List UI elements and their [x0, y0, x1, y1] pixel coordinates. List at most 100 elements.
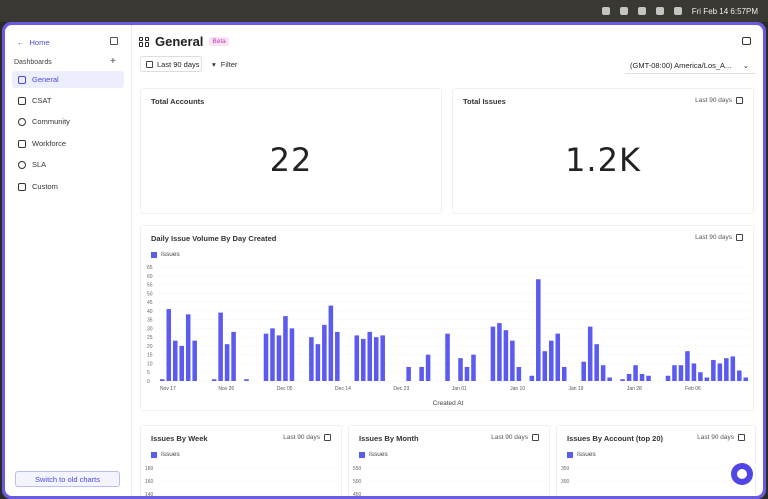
x-axis-label: Created At	[433, 400, 464, 407]
chart-title: Issues By Month	[359, 434, 419, 443]
chevron-down-icon: ⌄	[742, 61, 749, 70]
y-tick-label: 300	[561, 479, 570, 485]
range-label: Last 90 days	[697, 434, 734, 441]
bar	[594, 344, 599, 381]
y-tick-label: 550	[353, 466, 362, 472]
total-accounts-card: Total Accounts 22	[140, 88, 442, 214]
bar	[724, 358, 729, 381]
bar	[561, 366, 567, 381]
bar	[231, 331, 236, 381]
legend-swatch	[151, 251, 157, 258]
bar	[620, 379, 625, 381]
y-tick-label: 5	[147, 370, 150, 376]
wifi-icon[interactable]	[655, 7, 664, 15]
calendar-icon	[738, 434, 745, 441]
sidebar-item-workforce[interactable]: Workforce	[12, 135, 124, 152]
status-icon[interactable]	[637, 7, 646, 15]
x-tick-label: Dec 05	[277, 386, 293, 392]
bar	[529, 375, 535, 381]
bar	[717, 363, 723, 381]
nav-label: CSAT	[32, 96, 52, 105]
bar	[367, 331, 373, 381]
sidebar-item-community[interactable]: Community	[12, 113, 124, 130]
clock[interactable]: Fri Feb 14 6:57PM	[691, 6, 758, 16]
bar	[315, 344, 321, 381]
metric-value: 22	[269, 141, 313, 179]
home-label: Home	[29, 38, 50, 47]
timezone-select[interactable]: (GMT-08:00) America/Los_A... ⌄	[625, 58, 755, 74]
bar	[639, 373, 645, 381]
bar	[289, 328, 295, 381]
bar	[626, 373, 632, 381]
sidebar-collapse-icon[interactable]	[110, 37, 118, 45]
issues-by-week-chart: 180 160 140	[145, 466, 336, 496]
daily-issue-chart-card: Daily Issue Volume By Day Created Last 9…	[140, 225, 754, 411]
bar	[276, 335, 282, 381]
legend-label: Issues	[577, 451, 596, 458]
chat-button[interactable]	[731, 463, 753, 485]
y-tick-label: 45	[147, 300, 153, 306]
legend-swatch	[151, 451, 157, 458]
card-title: Total Issues	[463, 97, 506, 106]
switch-old-charts-button[interactable]: Switch to old charts	[15, 471, 120, 487]
add-dashboard-button[interactable]: +	[110, 56, 116, 67]
total-issues-card: Total Issues Last 90 days 1.2K	[452, 88, 754, 214]
chart-range[interactable]: Last 90 days	[283, 434, 331, 441]
legend-label: Issues	[161, 251, 180, 258]
x-tick-label: Jan 19	[568, 386, 583, 392]
card-range[interactable]: Last 90 days	[695, 97, 743, 104]
y-tick-label: 25	[147, 335, 153, 341]
bar	[555, 333, 561, 381]
bar	[600, 365, 606, 381]
bar	[458, 358, 463, 381]
bar	[445, 333, 450, 381]
issues-by-account-card: Issues By Account (top 20) Last 90 days …	[556, 425, 756, 496]
sidebar-item-sla[interactable]: SLA	[12, 156, 124, 173]
home-link[interactable]: ← Home	[17, 38, 50, 47]
y-tick-label: 450	[353, 492, 362, 496]
bar	[730, 356, 736, 381]
bar	[536, 279, 541, 381]
status-icon[interactable]	[601, 7, 610, 15]
legend-swatch	[567, 451, 573, 458]
y-tick-label: 35	[147, 318, 153, 324]
sidebar-item-general[interactable]: General	[12, 71, 124, 88]
chart-title: Issues By Week	[151, 434, 208, 443]
range-label: Last 90 days	[695, 97, 732, 104]
bar	[244, 379, 249, 381]
bar	[218, 312, 223, 381]
issues-by-month-card: Issues By Month Last 90 days Issues 550 5…	[348, 425, 550, 496]
filter-icon: ▾	[212, 60, 216, 69]
print-icon[interactable]	[742, 37, 751, 45]
bar	[166, 309, 172, 381]
range-label: Last 90 days	[283, 434, 320, 441]
chart-legend: Issues	[151, 451, 180, 458]
chart-range[interactable]: Last 90 days	[695, 234, 743, 241]
sidebar-item-custom[interactable]: Custom	[12, 178, 124, 195]
filter-button[interactable]: ▾ Filter	[212, 60, 237, 69]
date-range-button[interactable]: Last 90 days	[140, 56, 202, 72]
dashboard-grid-icon	[139, 36, 149, 47]
bar	[510, 340, 515, 381]
y-tick-label: 0	[147, 379, 150, 385]
issues-by-month-chart: 550 500 450	[353, 466, 544, 496]
issues-by-week-card: Issues By Week Last 90 days Issues 180 16…	[140, 425, 342, 496]
bar	[691, 363, 697, 381]
bar	[335, 331, 340, 381]
bar	[322, 324, 327, 381]
chart-range[interactable]: Last 90 days	[491, 434, 539, 441]
status-icon[interactable]	[619, 7, 628, 15]
bar	[678, 365, 684, 381]
menu-bar: Fri Feb 14 6:57PM	[0, 0, 768, 22]
y-tick-label: 30	[147, 326, 153, 332]
sidebar-item-csat[interactable]: CSAT	[12, 92, 124, 109]
range-label: Last 90 days	[695, 234, 732, 241]
y-tick-label: 20	[147, 344, 153, 350]
filter-label: Filter	[220, 60, 238, 69]
chat-icon	[737, 469, 747, 479]
bar	[309, 337, 314, 381]
title-text: General	[155, 34, 204, 49]
search-icon[interactable]	[673, 7, 682, 15]
chart-range[interactable]: Last 90 days	[697, 434, 745, 441]
legend-swatch	[359, 451, 365, 458]
